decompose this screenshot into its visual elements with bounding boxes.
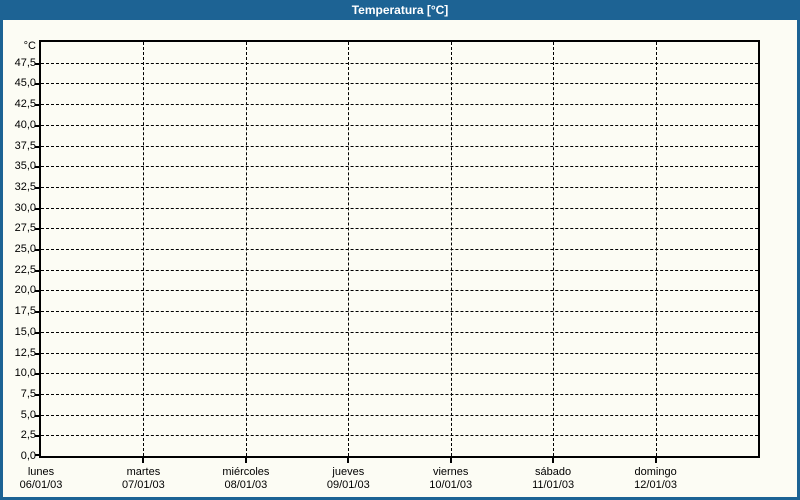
gridline-horizontal — [41, 228, 758, 230]
x-axis-date: 12/01/03 — [634, 479, 678, 491]
x-axis-tick-label: sábado 11/01/03 — [532, 466, 574, 492]
x-axis-day-name: jueves — [332, 466, 365, 478]
y-axis-tick — [35, 249, 39, 251]
y-axis-tick-label: 15,0 — [14, 325, 36, 338]
gridline-vertical — [245, 42, 247, 456]
chart-title: Temperatura [°C] — [351, 3, 449, 17]
gridline-vertical — [553, 42, 555, 456]
y-axis-tick — [35, 228, 39, 231]
gridline-horizontal — [41, 290, 758, 292]
title-bar: Temperatura [°C] — [0, 0, 800, 20]
y-axis-tick-label: 25,0 — [14, 243, 36, 255]
x-axis-date: 09/01/03 — [326, 479, 370, 491]
y-axis-tick — [35, 435, 39, 438]
y-axis-tick-label: 30,0 — [14, 201, 36, 214]
gridline-vertical — [450, 42, 452, 456]
x-axis-day-name: miércoles — [222, 466, 270, 478]
x-axis-day-name: lunes — [27, 466, 55, 478]
gridline-horizontal — [41, 352, 758, 354]
gridline-horizontal — [41, 393, 758, 395]
gridline-horizontal — [41, 331, 758, 333]
gridline-horizontal — [41, 166, 758, 168]
x-axis-tick-label: jueves 09/01/03 — [327, 466, 370, 492]
y-axis-tick-label: 27,5 — [14, 222, 36, 235]
y-axis-tick-label: 37,5 — [14, 139, 36, 152]
x-axis-tick — [142, 458, 145, 463]
y-axis-tick-label: 0,0 — [20, 450, 36, 462]
x-axis-tick — [552, 458, 555, 463]
gridline-horizontal — [41, 435, 758, 437]
y-axis-tick-label: 7,5 — [20, 387, 36, 400]
y-axis-tick-label: 10,0 — [14, 367, 36, 380]
y-axis-tick-label: 22,5 — [14, 263, 36, 276]
gridline-horizontal — [41, 62, 758, 64]
x-axis-day-name: martes — [126, 466, 161, 478]
y-axis-tick — [35, 124, 39, 127]
gridline-horizontal — [41, 104, 758, 106]
y-axis-tick — [35, 207, 39, 210]
y-axis-tick — [35, 311, 39, 314]
y-axis-tick — [35, 186, 39, 189]
gridline-horizontal — [41, 249, 758, 250]
y-axis-tick — [35, 166, 39, 169]
y-axis-tick-label: 5,0 — [20, 408, 36, 421]
x-axis-date: 07/01/03 — [121, 479, 165, 491]
y-axis-tick — [35, 414, 39, 417]
y-axis-tick — [35, 269, 39, 272]
y-axis-tick-label: 47,5 — [14, 56, 36, 69]
gridline-horizontal — [41, 145, 758, 147]
y-axis-tick-label: 40,0 — [14, 118, 36, 131]
x-axis-tick-label: miércoles 08/01/03 — [222, 466, 269, 492]
y-axis-tick-label: 17,5 — [14, 305, 36, 318]
x-axis-day-name: sábado — [535, 466, 572, 478]
gridline-horizontal — [41, 124, 758, 126]
y-axis-tick-label: 20,0 — [14, 284, 36, 297]
x-axis-labels: lunes 06/01/03 martes 07/01/03 miércoles 08/0… — [20, 466, 760, 496]
gridline-vertical — [348, 42, 350, 456]
x-axis-tick — [244, 458, 247, 463]
y-axis-tick — [35, 145, 39, 148]
y-axis-tick-label: 45,0 — [14, 77, 36, 90]
x-axis-tick — [347, 458, 350, 463]
plot-area — [35, 40, 760, 463]
y-axis-tick — [35, 393, 39, 396]
y-axis-tick-label: 12,5 — [14, 346, 36, 359]
y-axis-tick-label: 32,5 — [14, 180, 36, 193]
y-axis-tick — [35, 104, 39, 107]
x-axis-date: 06/01/03 — [19, 479, 63, 491]
y-axis-tick-label: 42,5 — [14, 98, 36, 111]
x-axis-day-name: viernes — [432, 466, 469, 478]
gridline-horizontal — [41, 207, 758, 209]
gridline-horizontal — [41, 414, 758, 416]
x-axis-tick — [449, 458, 452, 463]
x-axis-tick-label: viernes 10/01/03 — [429, 466, 472, 492]
gridline-vertical — [655, 42, 657, 456]
y-axis-tick-label: 2,5 — [20, 429, 36, 442]
y-axis-tick-label: 35,0 — [14, 160, 36, 173]
gridline-horizontal — [41, 373, 758, 375]
x-axis-day-name: domingo — [634, 466, 677, 478]
y-axis-tick — [35, 83, 39, 86]
gridline-horizontal — [41, 186, 758, 188]
y-axis-tick — [35, 62, 39, 65]
x-axis-date: 11/01/03 — [532, 479, 575, 491]
x-axis-date: 08/01/03 — [224, 479, 268, 491]
x-axis-date: 10/01/03 — [429, 479, 473, 491]
x-axis-tick-label: lunes 06/01/03 — [20, 466, 63, 492]
y-axis-tick — [35, 454, 39, 456]
y-axis-tick — [35, 352, 39, 355]
y-axis-tick — [35, 331, 39, 334]
gridline-horizontal — [41, 83, 758, 85]
gridline-vertical — [143, 42, 145, 456]
y-axis-tick — [35, 290, 39, 293]
x-axis-tick-label: martes 07/01/03 — [122, 466, 165, 492]
y-axis-tick — [35, 373, 39, 376]
y-axis-unit-label: °C — [23, 40, 36, 52]
gridline-horizontal — [41, 269, 758, 271]
gridline-horizontal — [41, 311, 758, 313]
x-axis-tick-label: domingo 12/01/03 — [634, 466, 677, 492]
x-axis-tick — [654, 458, 657, 463]
y-axis-labels: 0,0 2,5 5,0 7,5 10,0 12,5 15,0 17,5 20,0 22,5 25,0… — [3, 40, 36, 462]
